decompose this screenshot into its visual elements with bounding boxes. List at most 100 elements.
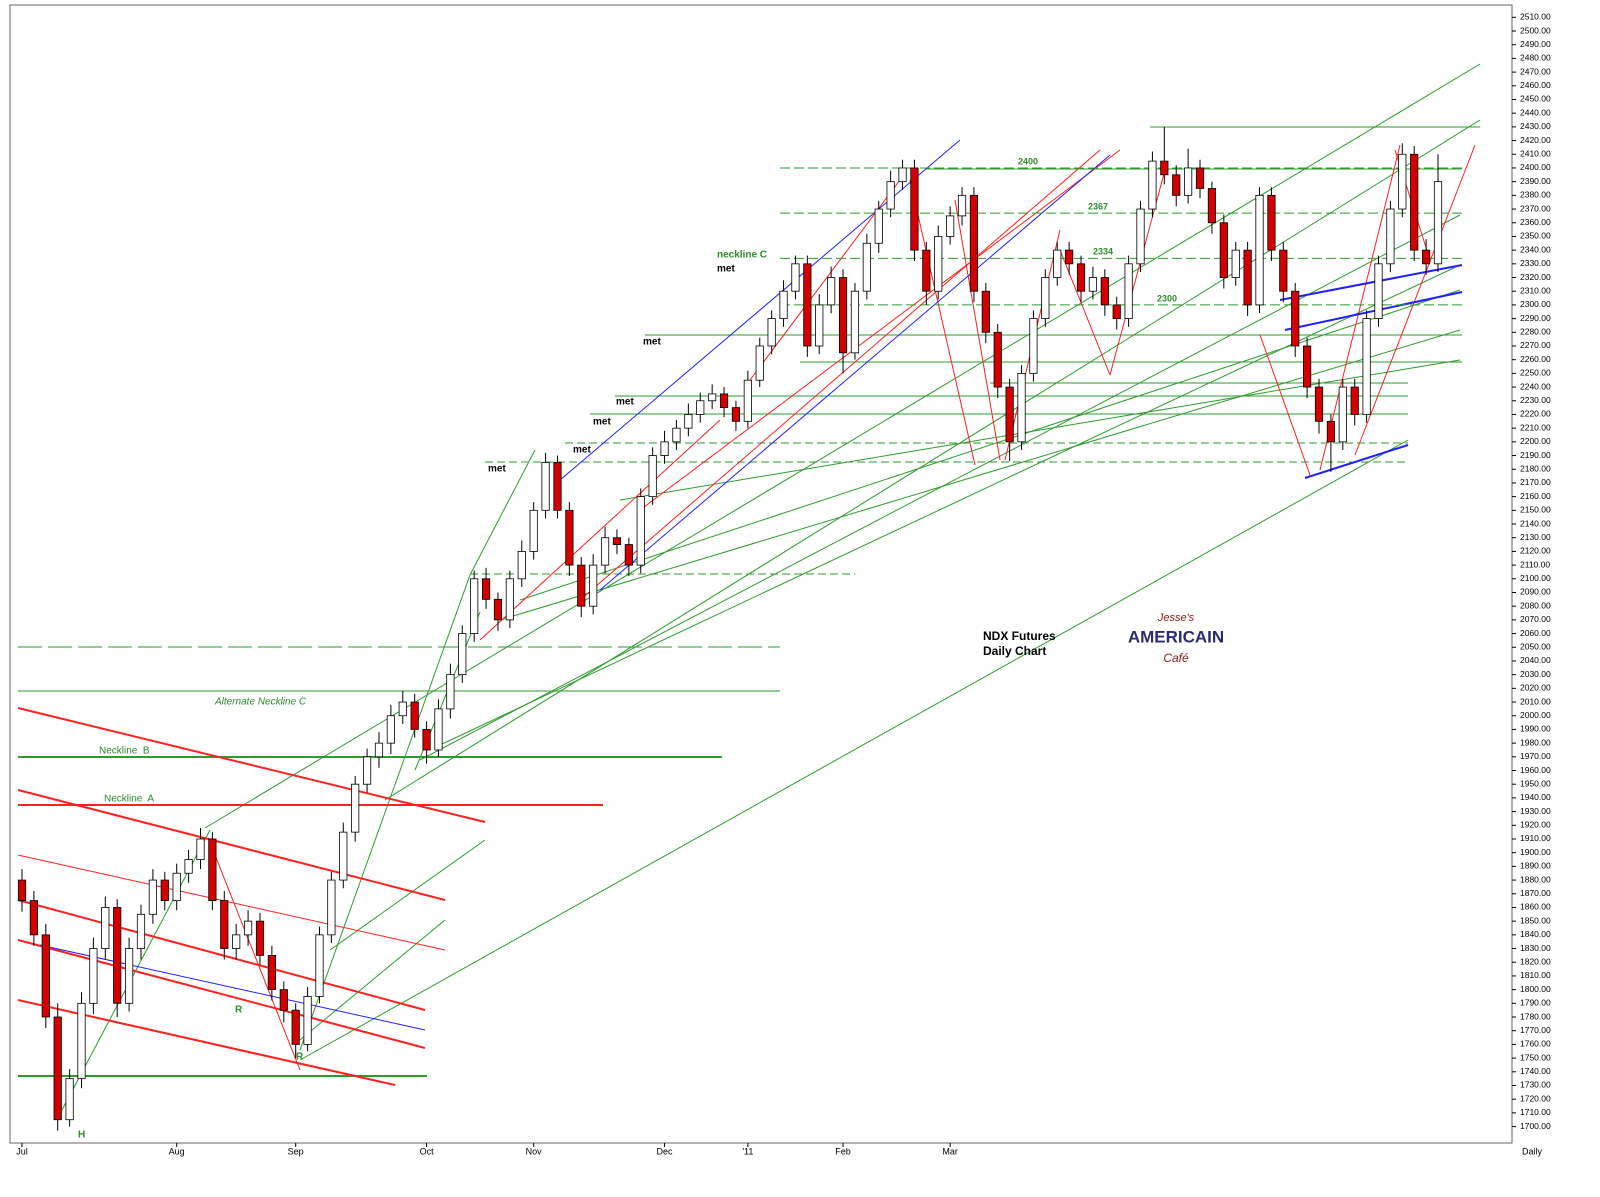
candle-body <box>434 708 443 751</box>
candle-body <box>184 859 193 874</box>
y-tick-label: 2070.00 <box>1520 614 1551 624</box>
candle-body <box>1326 420 1335 443</box>
y-tick-label: 2090.00 <box>1520 587 1551 597</box>
y-tick-label: 1870.00 <box>1520 888 1551 898</box>
candle-body <box>529 509 538 552</box>
candle-body <box>1338 386 1347 443</box>
candle-body <box>767 318 776 347</box>
candle-body <box>648 455 657 498</box>
candle-body <box>243 920 253 936</box>
y-tick-label: 2130.00 <box>1520 532 1551 542</box>
annotation: Alternate Neckline C <box>214 697 307 708</box>
candle-body <box>660 441 669 456</box>
y-tick-label: 2210.00 <box>1520 422 1551 432</box>
candle-body <box>553 461 562 511</box>
candle-body <box>886 181 895 210</box>
candle-body <box>719 393 729 409</box>
candle-body <box>850 290 860 354</box>
y-tick-label: 1740.00 <box>1520 1066 1551 1076</box>
candle-body <box>267 954 276 991</box>
candle-body <box>922 249 931 292</box>
annotation: Neckline A <box>104 794 154 805</box>
candle-body <box>422 729 431 751</box>
candle-body <box>577 564 586 607</box>
y-tick-label: 2060.00 <box>1520 628 1551 638</box>
candle-body <box>541 461 550 511</box>
y-tick-label: 1840.00 <box>1520 929 1551 939</box>
candle-body <box>1005 386 1014 443</box>
y-tick-label: 2000.00 <box>1520 710 1551 720</box>
y-tick-label: 1710.00 <box>1520 1107 1551 1117</box>
y-tick-label: 1930.00 <box>1520 806 1551 816</box>
candle-body <box>1088 277 1098 292</box>
candle-body <box>731 407 741 422</box>
x-tick-label: Jul <box>16 1146 28 1156</box>
candle-body <box>481 578 491 600</box>
y-tick-label: 2190.00 <box>1520 450 1551 460</box>
y-tick-label: 1860.00 <box>1520 902 1551 912</box>
candle-body <box>113 907 122 1004</box>
candle-body <box>208 838 217 902</box>
candle-body <box>125 948 134 1004</box>
candle-body <box>815 304 824 347</box>
annotation: met <box>717 264 735 275</box>
candle-body <box>1386 208 1395 265</box>
candle-body <box>957 194 967 217</box>
y-tick-label: 2330.00 <box>1520 258 1551 268</box>
y-tick-label: 2430.00 <box>1520 121 1551 131</box>
y-tick-label: 2260.00 <box>1520 354 1551 364</box>
y-tick-label: 2380.00 <box>1520 190 1551 200</box>
level-label: 2300 <box>1157 293 1177 303</box>
candle-body <box>493 598 503 621</box>
candle-body <box>791 263 800 292</box>
chart-title: NDX Futures <box>983 629 1056 643</box>
y-tick-label: 2010.00 <box>1520 696 1551 706</box>
y-tick-label: 2120.00 <box>1520 546 1551 556</box>
y-tick-label: 2080.00 <box>1520 600 1551 610</box>
candle-body <box>303 996 312 1045</box>
annotation: met <box>593 417 611 428</box>
candle-body <box>160 879 169 902</box>
candle-body <box>517 551 526 580</box>
y-tick-label: 1940.00 <box>1520 792 1551 802</box>
candle-body <box>1053 249 1062 278</box>
y-tick-label: 2180.00 <box>1520 463 1551 473</box>
y-tick-label: 2050.00 <box>1520 642 1551 652</box>
y-tick-label: 2240.00 <box>1520 381 1551 391</box>
period-label: Daily <box>1522 1146 1543 1156</box>
candle-body <box>565 509 574 566</box>
y-tick-label: 2150.00 <box>1520 505 1551 515</box>
candle-body <box>755 345 764 381</box>
y-tick-label: 1830.00 <box>1520 943 1551 953</box>
annotation: neckline C <box>717 250 767 261</box>
candle-body <box>636 496 645 566</box>
y-tick-label: 1700.00 <box>1520 1121 1551 1131</box>
candle-body <box>1374 263 1383 320</box>
y-tick-label: 2420.00 <box>1520 135 1551 145</box>
candle-body <box>505 578 514 621</box>
candle-body <box>1184 167 1193 196</box>
candle-body <box>148 879 157 915</box>
y-tick-label: 2100.00 <box>1520 573 1551 583</box>
y-tick-label: 2500.00 <box>1520 25 1551 35</box>
y-tick-label: 2140.00 <box>1520 518 1551 528</box>
candle-body <box>1255 194 1264 306</box>
candle-body <box>1148 160 1157 210</box>
candle-body <box>255 920 265 956</box>
y-tick-label: 2410.00 <box>1520 149 1551 159</box>
level-label: 2400 <box>1018 156 1038 166</box>
logo-main: AMERICAIN <box>1128 627 1224 646</box>
x-tick-label: Aug <box>169 1146 185 1156</box>
y-tick-label: 2300.00 <box>1520 299 1551 309</box>
annotation: met <box>488 464 506 475</box>
y-tick-label: 1980.00 <box>1520 737 1551 747</box>
annotation: H <box>78 1130 85 1141</box>
candle-body <box>743 379 752 422</box>
y-tick-label: 2480.00 <box>1520 53 1551 63</box>
candle-body <box>327 879 336 936</box>
candle-body <box>351 783 360 833</box>
candle-body <box>803 263 812 347</box>
y-tick-label: 2280.00 <box>1520 327 1551 337</box>
level-label: 2334 <box>1093 247 1113 257</box>
y-tick-label: 2170.00 <box>1520 477 1551 487</box>
